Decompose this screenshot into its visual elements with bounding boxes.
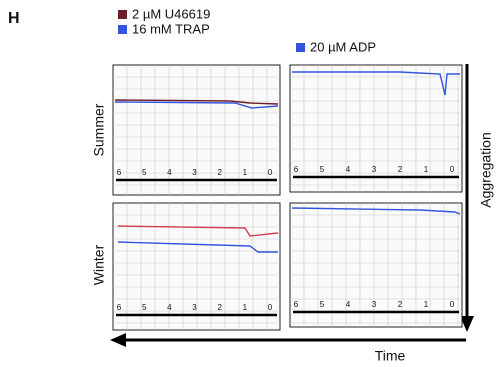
tick-label: 3 — [372, 165, 377, 174]
tick-label: 1 — [243, 303, 248, 312]
tick-label: 0 — [450, 300, 455, 309]
tick-label: 4 — [167, 168, 172, 177]
row-label: Winter — [91, 244, 107, 285]
tick-label: 6 — [294, 300, 299, 309]
tick-label: 5 — [320, 165, 325, 174]
tick-label: 3 — [372, 300, 377, 309]
tick-label: 4 — [346, 300, 351, 309]
y-axis-label: Aggregation — [478, 132, 494, 208]
tick-label: 2 — [217, 168, 222, 177]
tick-label: 0 — [450, 165, 455, 174]
row-label: Summer — [91, 103, 107, 156]
legend-label: 2 µM U46619 — [132, 6, 210, 21]
legend-swatch — [296, 43, 305, 52]
tick-label: 6 — [117, 303, 122, 312]
tick-label: 4 — [167, 303, 172, 312]
tick-label: 3 — [192, 303, 197, 312]
tick-label: 2 — [217, 303, 222, 312]
tick-label: 2 — [398, 300, 403, 309]
legend-label: 16 mM TRAP — [132, 21, 210, 36]
tick-label: 5 — [142, 303, 147, 312]
tick-label: 5 — [320, 300, 325, 309]
figure: H 2 µM U46619 16 mM TRAP 20 µM ADP Summe… — [0, 0, 496, 367]
tick-label: 1 — [424, 300, 429, 309]
tick-label: 3 — [192, 168, 197, 177]
x-axis-label: Time — [375, 348, 406, 364]
tick-label: 1 — [424, 165, 429, 174]
panel-label: H — [8, 10, 20, 27]
tick-label: 4 — [346, 165, 351, 174]
tick-label: 6 — [117, 168, 122, 177]
tick-label: 2 — [398, 165, 403, 174]
legend-label: 20 µM ADP — [310, 39, 376, 54]
tick-label: 0 — [268, 168, 273, 177]
legend-swatch — [118, 10, 127, 19]
tick-label: 6 — [294, 165, 299, 174]
tick-label: 1 — [243, 168, 248, 177]
tick-label: 5 — [142, 168, 147, 177]
arrowhead — [110, 333, 126, 347]
legend-swatch — [118, 25, 127, 34]
tick-label: 0 — [268, 303, 273, 312]
